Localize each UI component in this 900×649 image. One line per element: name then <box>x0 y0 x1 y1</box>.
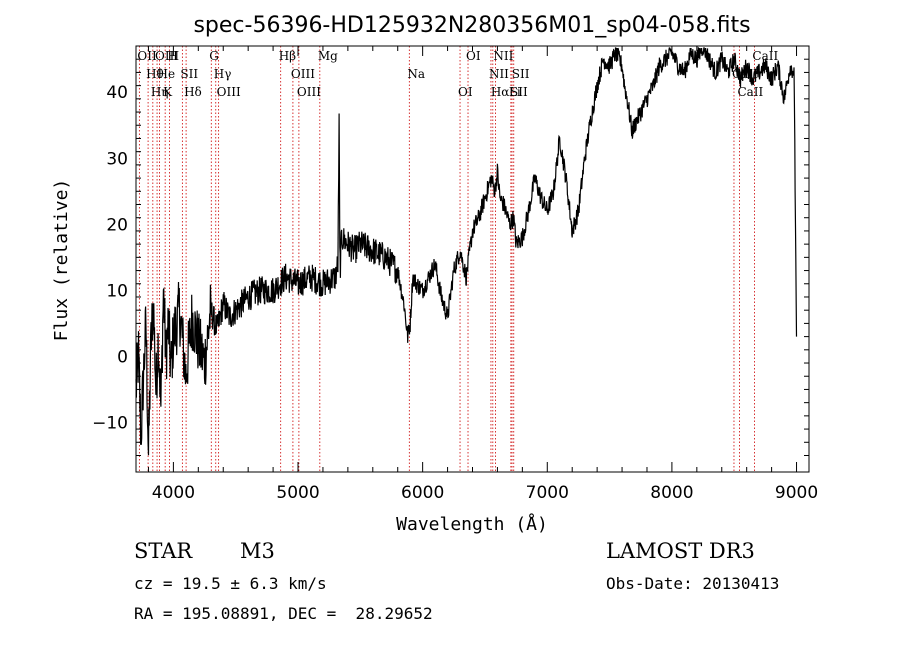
line-label: G <box>209 49 219 63</box>
line-label: K <box>163 85 173 99</box>
x-tick-label: 4000 <box>152 483 195 503</box>
line-label: Na <box>407 67 425 81</box>
line-label: NII <box>489 67 509 81</box>
line-label: He <box>158 67 176 81</box>
x-tick-label: 6000 <box>401 483 444 503</box>
line-label: SII <box>512 67 530 81</box>
y-tick-label: −10 <box>92 413 128 433</box>
line-label: OIII <box>297 85 321 99</box>
line-label: Hθ <box>146 67 164 81</box>
coordinates-text: RA = 195.08891, DEC = 28.29652 <box>134 604 433 623</box>
spectral-line-labels: OIIHθHηOIIIHeKHSIIHδGHγOIIIHβOIIIOIIIMgN… <box>137 49 778 99</box>
y-axis-label: Flux (relative) <box>51 179 72 342</box>
line-label: Hβ <box>279 49 296 63</box>
line-label: Mg <box>318 49 338 63</box>
line-label: Li <box>509 85 521 99</box>
y-tick-label: 30 <box>106 149 128 169</box>
line-label: Hη <box>151 85 169 99</box>
object-subclass: M3 <box>240 539 275 563</box>
line-label: H <box>167 49 177 63</box>
x-axis-label: Wavelength (Å) <box>396 513 548 535</box>
line-label: Hδ <box>184 85 202 99</box>
x-tick-label: 7000 <box>526 483 569 503</box>
chart-title: spec-56396-HD125932N280356M01_sp04-058.f… <box>193 13 750 38</box>
y-tick-label: 10 <box>106 281 128 301</box>
line-label: CaII <box>752 49 778 63</box>
line-label: Hα <box>491 85 510 99</box>
x-tick-label: 9000 <box>775 483 818 503</box>
y-tick-label: 0 <box>117 347 128 367</box>
line-label: OI <box>466 49 481 63</box>
object-class: STAR <box>134 539 193 563</box>
survey-name: LAMOST DR3 <box>606 539 755 563</box>
line-label: SII <box>180 67 198 81</box>
y-tick-label: 20 <box>106 215 128 235</box>
line-label: Hγ <box>214 67 232 81</box>
redshift-text: cz = 19.5 ± 6.3 km/s <box>134 574 327 593</box>
line-label: OI <box>458 85 473 99</box>
y-tick-label: 40 <box>106 83 128 103</box>
spectrum-line <box>135 46 798 456</box>
obs-date-text: Obs-Date: 20130413 <box>606 574 780 593</box>
x-tick-label: 5000 <box>276 483 319 503</box>
line-label: SII <box>510 85 528 99</box>
x-tick-label: 8000 <box>650 483 693 503</box>
plot-frame <box>135 45 810 473</box>
x-axis-ticks: 4000 5000 6000 7000 8000 9000 <box>147 46 818 503</box>
line-label: OII <box>137 49 157 63</box>
line-label: OIII <box>291 67 315 81</box>
line-label: NII <box>493 49 513 63</box>
spectral-line-markers <box>138 46 755 472</box>
y-axis-ticks: −10 0 10 20 30 40 <box>92 58 809 456</box>
line-label: CaII <box>737 85 763 99</box>
line-label: OIII <box>217 85 241 99</box>
